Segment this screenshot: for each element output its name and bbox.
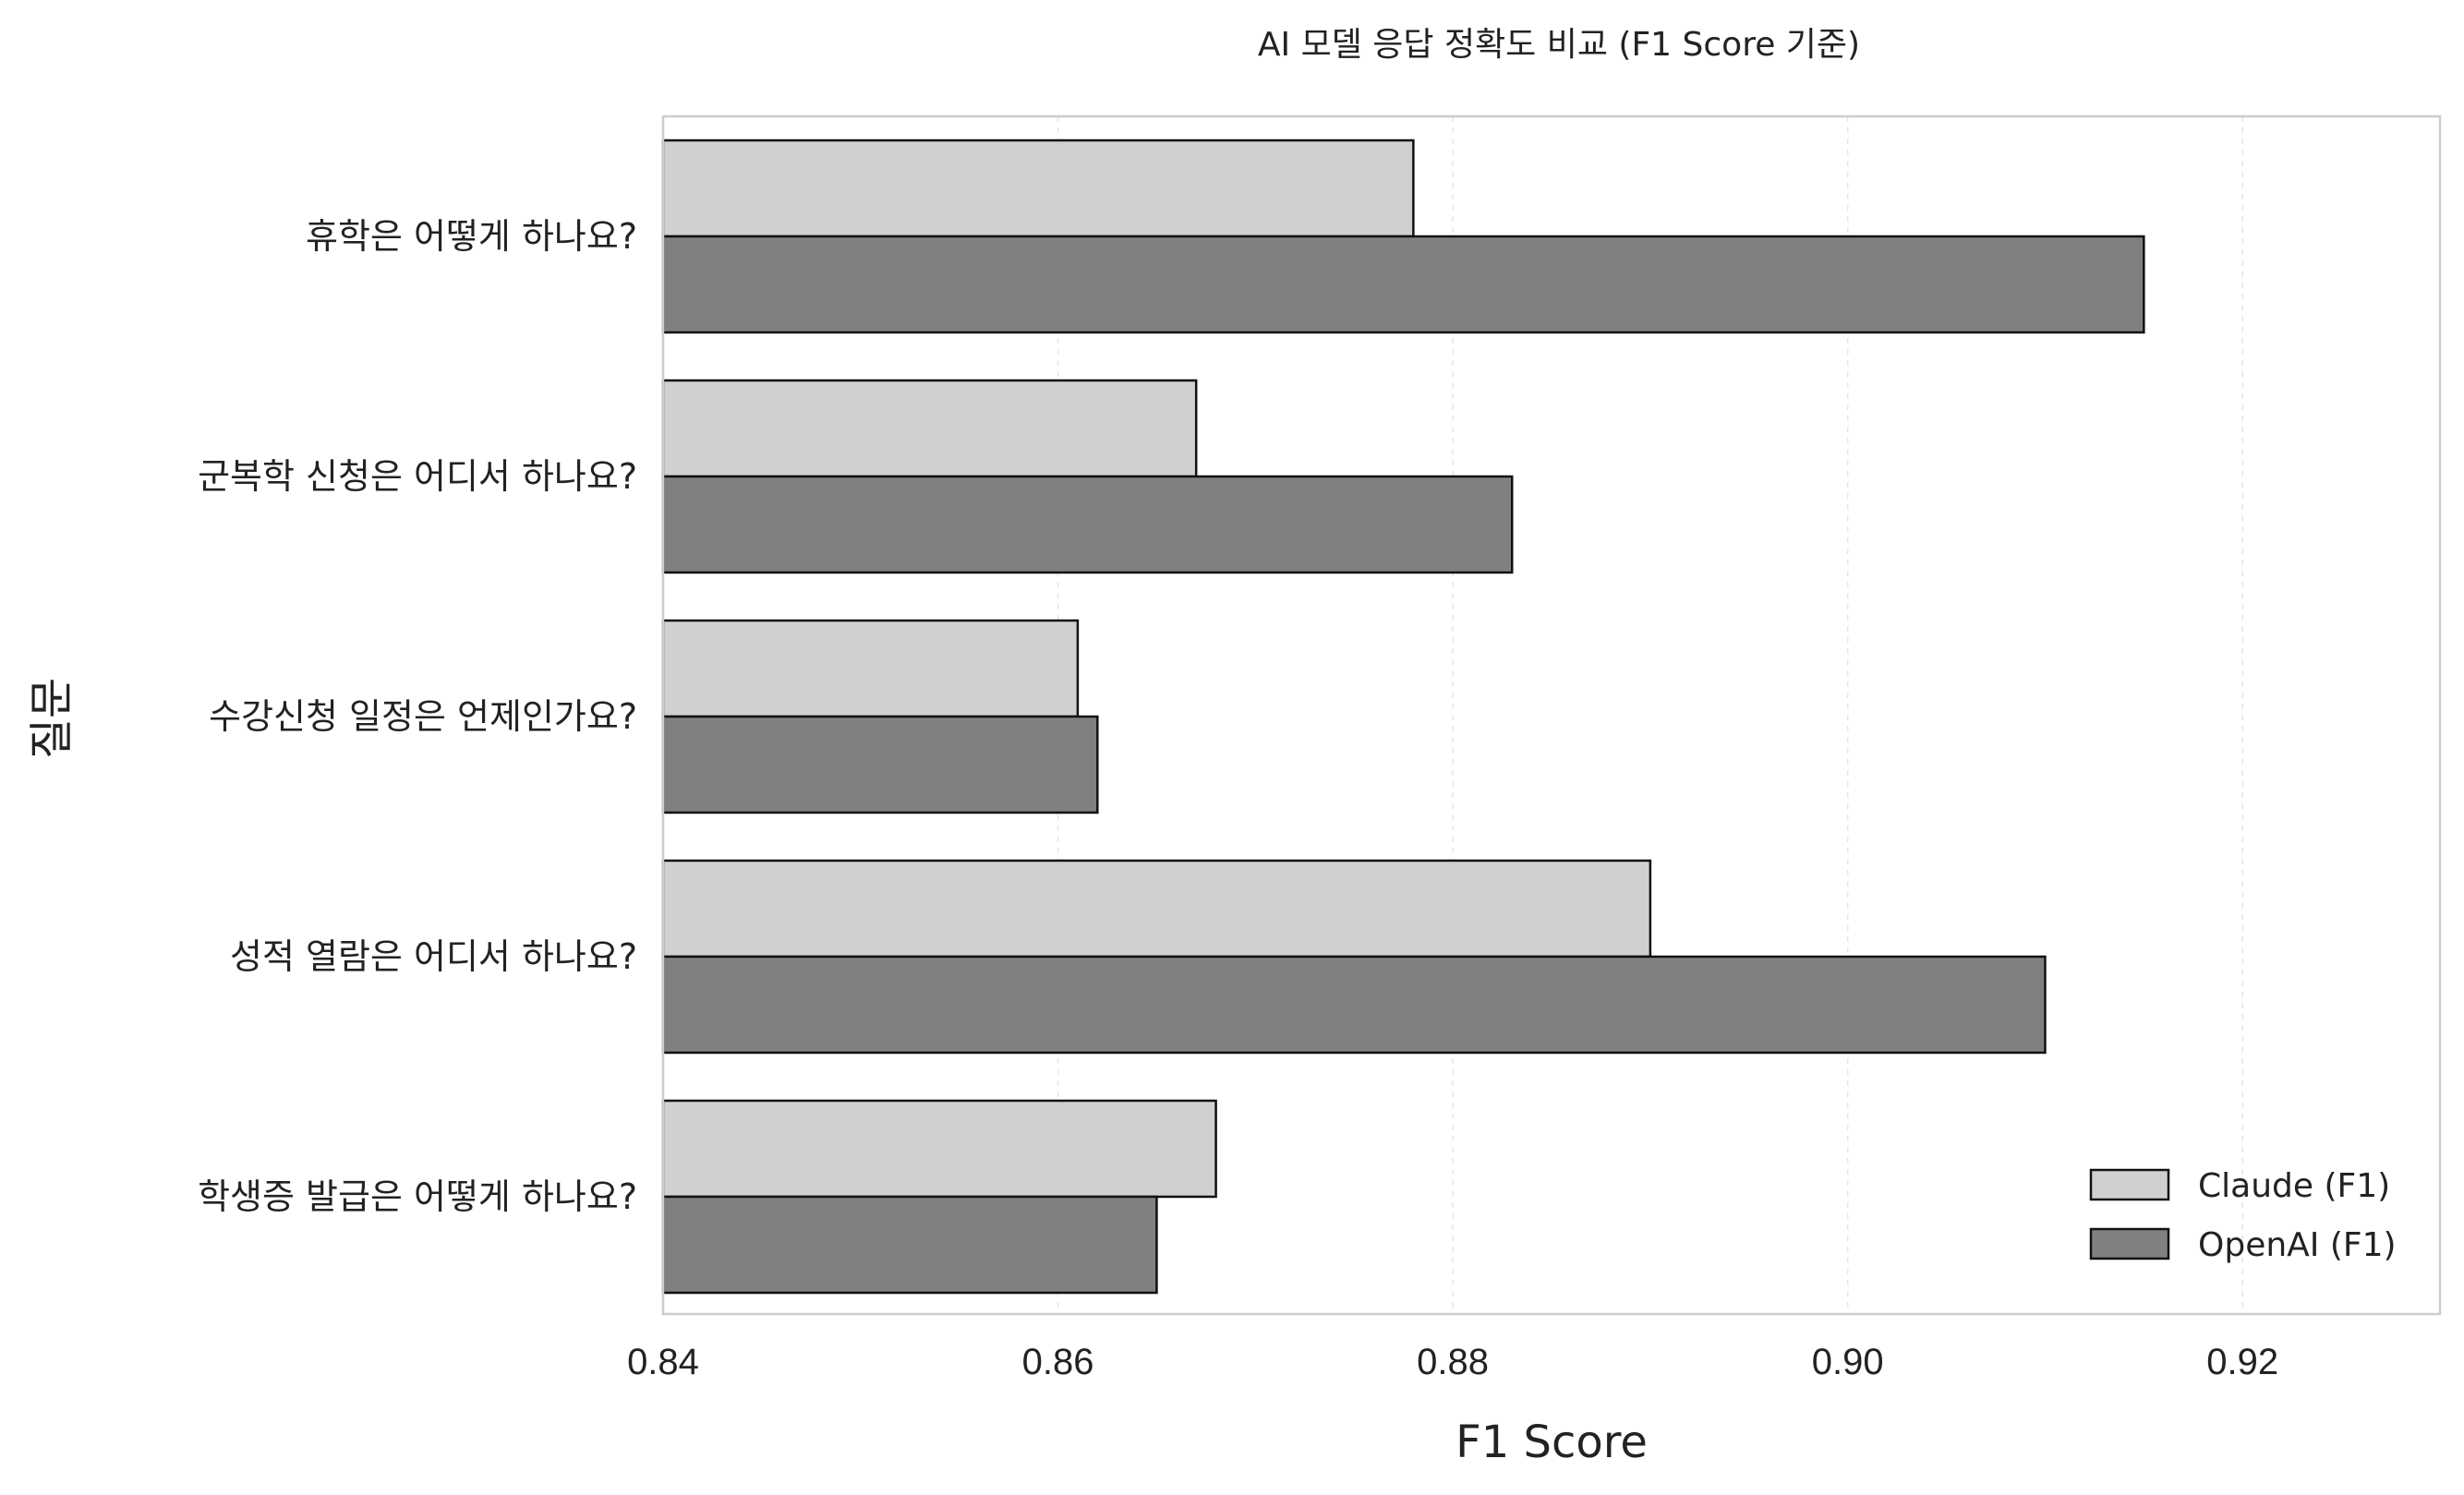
x-tick-label: 0.92 <box>2206 1342 2278 1382</box>
legend-label: OpenAI (F1) <box>2198 1226 2397 1264</box>
y-tick-label: 학생증 발급은 어떻게 하나요? <box>198 1176 637 1217</box>
legend-label: Claude (F1) <box>2198 1167 2390 1205</box>
y-tick-label: 수강신청 일정은 언제인가요? <box>209 696 637 737</box>
bar-openai <box>661 715 1099 814</box>
y-tick-label: 휴학은 어떻게 하나요? <box>306 216 637 257</box>
chart-title: AI 모델 응답 정확도 비교 (F1 Score 기준) <box>1258 26 1860 64</box>
y-tick-label: 성적 열람은 어디서 하나요? <box>230 936 637 977</box>
x-tick-label: 0.88 <box>1417 1342 1489 1382</box>
bar-claude <box>661 619 1080 718</box>
legend: Claude (F1) OpenAI (F1) <box>2089 1167 2397 1264</box>
plot-frame <box>661 115 2442 1316</box>
legend-swatch <box>2089 1227 2170 1260</box>
bar-claude <box>661 1099 1217 1199</box>
bars <box>661 139 2145 1295</box>
x-tick-label: 0.90 <box>1812 1342 1884 1382</box>
x-axis-ticks: 0.84 0.86 0.88 0.90 0.92 <box>627 1342 2278 1382</box>
bar-openai <box>661 955 2047 1055</box>
bar-openai <box>661 475 1514 574</box>
bar-claude <box>661 139 1415 238</box>
y-axis-label: 질문 <box>26 678 78 759</box>
y-tick-label: 군복학 신청은 어디서 하나요? <box>198 456 637 497</box>
bar-claude <box>661 379 1198 478</box>
bar-openai <box>661 235 2145 334</box>
bar-claude <box>661 859 1652 958</box>
x-tick-label: 0.86 <box>1022 1342 1094 1382</box>
x-tick-label: 0.84 <box>627 1342 699 1382</box>
y-axis-ticks: 휴학은 어떻게 하나요? 군복학 신청은 어디서 하나요? 수강신청 일정은 언제인… <box>198 216 637 1217</box>
x-axis-label: F1 Score <box>1455 1417 1648 1468</box>
legend-swatch <box>2089 1168 2170 1201</box>
bar-openai <box>661 1195 1158 1295</box>
